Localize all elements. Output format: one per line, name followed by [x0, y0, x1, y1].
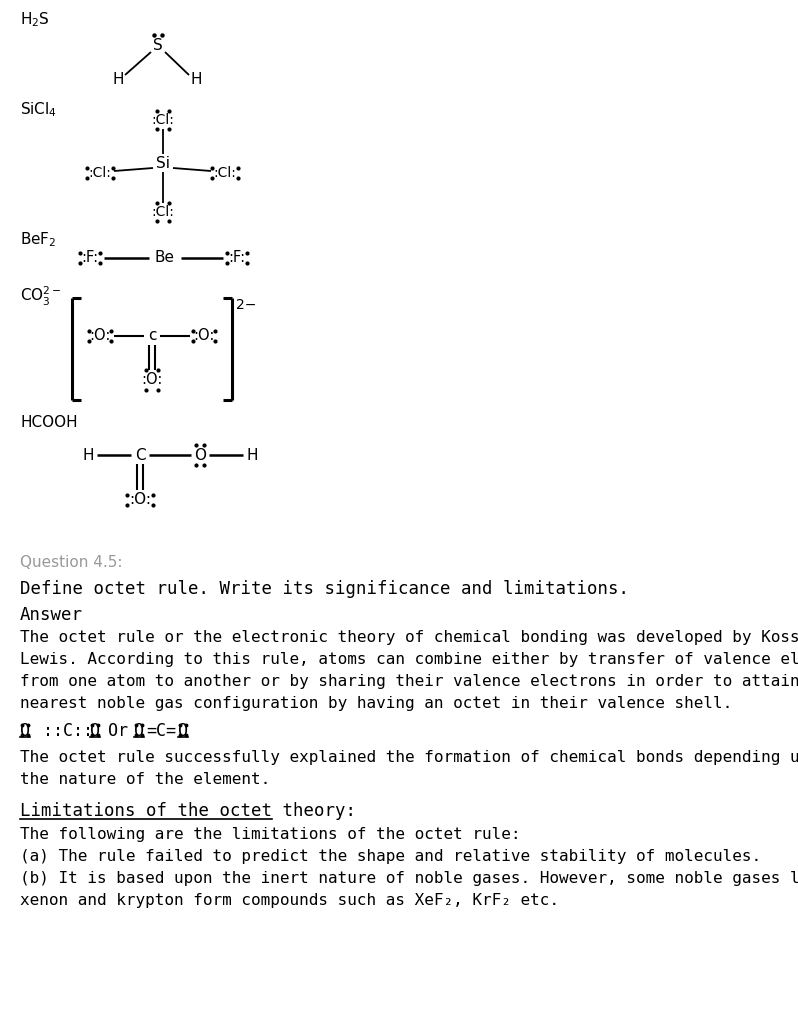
Text: O: O	[90, 722, 100, 740]
Text: BeF$_2$: BeF$_2$	[20, 230, 57, 249]
Text: :Cl:: :Cl:	[214, 166, 236, 180]
Text: =C=: =C=	[146, 722, 176, 740]
Text: O: O	[134, 722, 144, 740]
Text: ::C::: ::C::	[33, 722, 103, 740]
Text: :F:: :F:	[228, 251, 246, 266]
Text: HCOOH: HCOOH	[20, 415, 77, 430]
Text: CO$_3^{2-}$: CO$_3^{2-}$	[20, 285, 61, 308]
Text: :Cl:: :Cl:	[89, 166, 112, 180]
Text: 2−: 2−	[236, 298, 256, 312]
Text: :O:: :O:	[129, 492, 151, 507]
Text: nearest noble gas configuration by having an octet in their valence shell.: nearest noble gas configuration by havin…	[20, 696, 733, 711]
Text: Answer: Answer	[20, 606, 83, 624]
Text: from one atom to another or by sharing their valence electrons in order to attai: from one atom to another or by sharing t…	[20, 674, 798, 690]
Text: The octet rule successfully explained the formation of chemical bonds depending : The octet rule successfully explained th…	[20, 750, 798, 765]
Text: O: O	[20, 722, 30, 740]
Text: :O:: :O:	[193, 328, 215, 344]
Text: O: O	[178, 722, 188, 740]
Text: Lewis. According to this rule, atoms can combine either by transfer of valence e: Lewis. According to this rule, atoms can…	[20, 652, 798, 667]
Text: Si: Si	[156, 155, 170, 171]
Text: H$_2$S: H$_2$S	[20, 10, 49, 29]
Text: H: H	[113, 73, 124, 88]
Text: Define octet rule. Write its significance and limitations.: Define octet rule. Write its significanc…	[20, 580, 629, 598]
Text: S: S	[153, 38, 163, 52]
Text: (a) The rule failed to predict the shape and relative stability of molecules.: (a) The rule failed to predict the shape…	[20, 849, 761, 864]
Text: :O:: :O:	[89, 328, 111, 344]
Text: :Cl:: :Cl:	[152, 113, 175, 127]
Text: (b) It is based upon the inert nature of noble gases. However, some noble gases : (b) It is based upon the inert nature of…	[20, 871, 798, 886]
Text: Limitations of the octet theory:: Limitations of the octet theory:	[20, 802, 356, 820]
Text: O: O	[194, 447, 206, 462]
Text: SiCl$_4$: SiCl$_4$	[20, 100, 57, 119]
Text: :F:: :F:	[81, 251, 99, 266]
Text: The octet rule or the electronic theory of chemical bonding was developed by Kos: The octet rule or the electronic theory …	[20, 630, 798, 644]
Text: H: H	[82, 447, 93, 462]
Text: the nature of the element.: the nature of the element.	[20, 772, 271, 787]
Text: H: H	[190, 73, 202, 88]
Text: Or: Or	[108, 722, 128, 740]
Text: H: H	[247, 447, 258, 462]
Text: :Cl:: :Cl:	[152, 205, 175, 219]
Text: C: C	[135, 447, 145, 462]
Text: :O:: :O:	[141, 372, 163, 388]
Text: c: c	[148, 328, 156, 344]
Text: Be: Be	[155, 251, 175, 266]
Text: xenon and krypton form compounds such as XeF₂, KrF₂ etc.: xenon and krypton form compounds such as…	[20, 893, 559, 908]
Text: The following are the limitations of the octet rule:: The following are the limitations of the…	[20, 827, 520, 842]
Text: Question 4.5:: Question 4.5:	[20, 555, 123, 570]
